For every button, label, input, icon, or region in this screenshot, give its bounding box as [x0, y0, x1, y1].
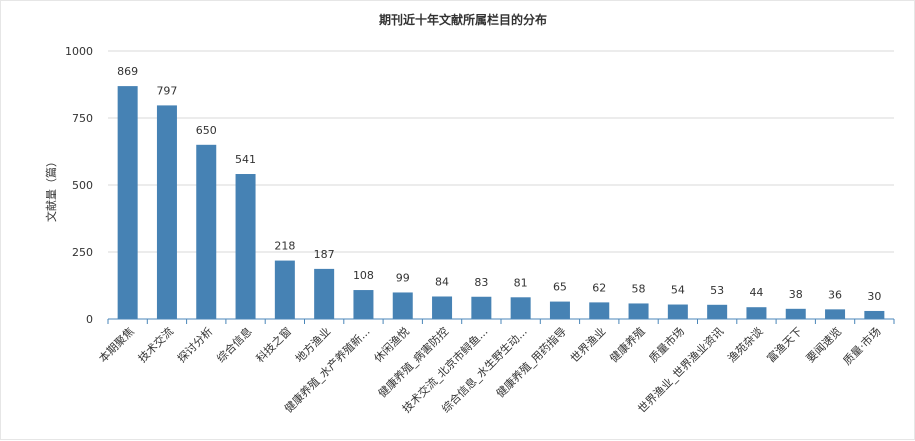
bar[interactable] [825, 309, 846, 319]
data-label: 650 [196, 124, 217, 137]
data-label: 541 [235, 153, 256, 166]
data-label: 81 [514, 276, 528, 289]
data-label: 218 [274, 240, 295, 253]
bar[interactable] [235, 174, 256, 319]
data-label: 36 [828, 288, 842, 301]
data-label: 54 [671, 284, 685, 297]
chart-title: 期刊近十年文献所属栏目的分布 [379, 12, 547, 27]
data-label: 83 [474, 276, 488, 289]
x-tick-label: 科技之窗 [253, 324, 294, 365]
data-label: 99 [396, 271, 410, 284]
x-tick-label: 休闲渔悦 [371, 324, 412, 365]
bar[interactable] [274, 260, 295, 319]
data-label: 84 [435, 275, 449, 288]
x-tick-label: 富渔天下 [764, 324, 805, 365]
bar[interactable] [628, 303, 649, 319]
data-label: 58 [632, 282, 646, 295]
y-tick-label: 0 [86, 313, 93, 326]
y-tick-label: 1000 [65, 45, 93, 58]
bar[interactable] [314, 268, 335, 319]
bar[interactable] [156, 105, 177, 320]
bar[interactable] [392, 292, 413, 319]
y-tick-label: 750 [72, 112, 93, 125]
bar[interactable] [864, 310, 885, 319]
x-tick-label: 质量市场 [646, 324, 687, 365]
bar[interactable] [471, 296, 492, 319]
bar[interactable] [746, 307, 767, 319]
bar[interactable] [785, 308, 806, 319]
data-label: 65 [553, 281, 567, 294]
y-tick-label: 500 [72, 179, 93, 192]
bars [117, 86, 885, 320]
data-label: 187 [314, 248, 335, 261]
bar[interactable] [589, 302, 610, 319]
x-tick-label: 渔苑杂谈 [725, 325, 765, 365]
x-tick-label: 健康养殖 [607, 324, 648, 365]
y-axis-label: 文献量（篇） [44, 156, 58, 222]
bar[interactable] [667, 304, 688, 319]
gridlines [108, 50, 894, 253]
y-axis-ticks: 0 250 500 750 1000 [65, 45, 93, 326]
data-label: 108 [353, 269, 374, 282]
x-tick-label: 地方渔业 [292, 324, 333, 365]
x-tick-label: 健康养殖_用药指导 [493, 324, 569, 400]
x-tick-label: 世界渔业 [568, 325, 608, 365]
bar[interactable] [510, 297, 531, 319]
x-tick-label: 探讨分析 [174, 324, 215, 365]
data-label: 62 [592, 281, 606, 294]
y-tick-label: 250 [72, 246, 93, 259]
x-tick-label: 健康养殖_病害防控 [375, 324, 451, 400]
x-tick-label: 本期聚焦 [96, 324, 137, 365]
x-axis-tick-labels: 本期聚焦技术交流探讨分析综合信息科技之窗地方渔业健康养殖_水产养殖新...休闲渔… [96, 324, 884, 416]
data-label: 44 [749, 286, 763, 299]
data-label: 869 [117, 65, 138, 78]
x-axis [107, 318, 895, 324]
x-tick-label: 质量·市场 [840, 324, 883, 367]
x-tick-label: 要闻速览 [803, 324, 844, 365]
bar[interactable] [549, 301, 570, 319]
bar[interactable] [707, 304, 728, 319]
bar[interactable] [353, 290, 374, 319]
data-label: 30 [867, 290, 881, 303]
data-label: 53 [710, 284, 724, 297]
bar[interactable] [432, 296, 453, 319]
data-labels: 869 797 650 541 218 187 108 99 84 83 81 65 62 58 54 53 4… [117, 65, 881, 303]
data-label: 38 [789, 288, 803, 301]
bar[interactable] [196, 144, 217, 319]
bar[interactable] [117, 86, 138, 319]
x-tick-label: 综合信息 [214, 324, 255, 365]
x-tick-label: 技术交流 [135, 324, 176, 365]
data-label: 797 [156, 84, 177, 97]
